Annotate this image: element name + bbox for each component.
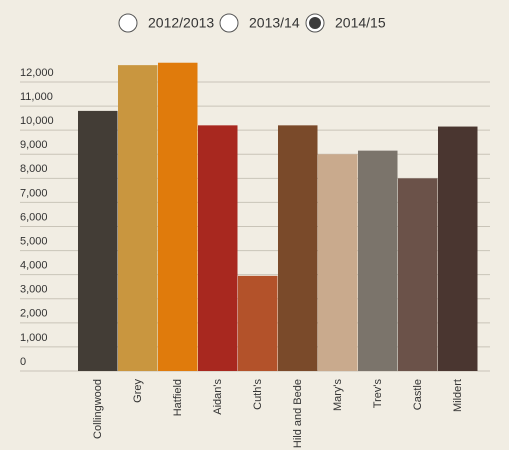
y-tick-label: 10,000 <box>20 115 54 127</box>
x-tick-label: Hild and Bede <box>292 379 304 448</box>
x-tick-label: Trev's <box>372 379 384 409</box>
x-tick-label: Castle <box>412 379 424 410</box>
bar <box>318 154 358 371</box>
radio-label[interactable]: 2012/2013 <box>148 15 214 31</box>
y-tick-label: 7,000 <box>20 187 48 199</box>
bar <box>398 178 438 371</box>
x-tick-label: Aidan's <box>212 379 224 415</box>
y-tick-label: 12,000 <box>20 67 54 79</box>
bar <box>278 125 318 371</box>
y-tick-label: 4,000 <box>20 260 48 272</box>
bar <box>198 125 238 371</box>
radio-label[interactable]: 2013/14 <box>249 15 300 31</box>
bar <box>438 126 478 371</box>
radio-button[interactable] <box>118 13 138 33</box>
y-tick-label: 9,000 <box>20 139 48 151</box>
y-tick-label: 5,000 <box>20 235 48 247</box>
y-tick-label: 1,000 <box>20 332 48 344</box>
y-tick-label: 6,000 <box>20 211 48 223</box>
y-tick-label: 8,000 <box>20 163 48 175</box>
x-tick-label: Mary's <box>332 379 344 412</box>
x-tick-label: Collingwood <box>92 379 104 439</box>
x-tick-label: Mildert <box>452 379 464 412</box>
bar <box>118 65 158 372</box>
x-tick-label: Cuth's <box>252 379 264 410</box>
y-tick-label: 2,000 <box>20 308 48 320</box>
bar <box>238 275 278 371</box>
radio-button[interactable] <box>219 13 239 33</box>
radio-label[interactable]: 2014/15 <box>335 15 386 31</box>
bar <box>358 150 398 371</box>
y-tick-label: 3,000 <box>20 284 48 296</box>
bar <box>158 62 198 371</box>
y-tick-label: 11,000 <box>20 91 53 103</box>
y-tick-label: 0 <box>20 356 26 368</box>
radio-dot[interactable] <box>309 17 321 29</box>
x-tick-label: Grey <box>132 379 144 403</box>
x-tick-label: Hatfield <box>172 379 184 416</box>
bar <box>78 110 118 372</box>
